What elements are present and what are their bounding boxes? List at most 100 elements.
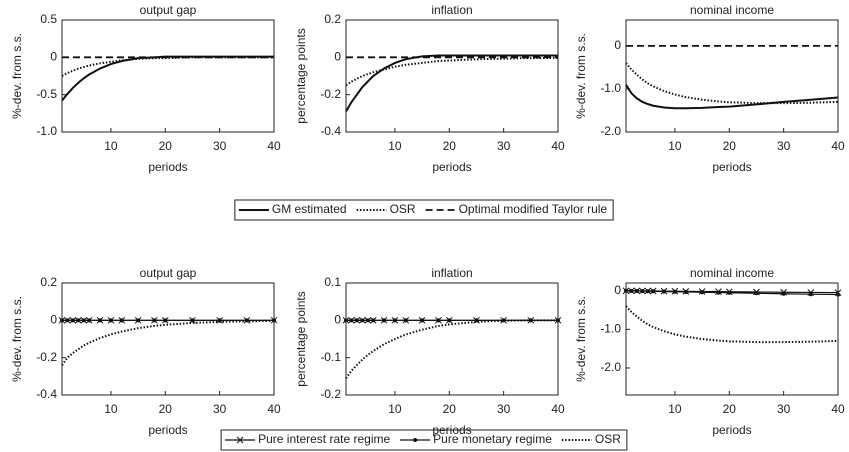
legend-label: Pure monetary regime bbox=[433, 432, 552, 446]
marker-dot bbox=[81, 318, 86, 323]
marker-dot bbox=[382, 318, 387, 323]
x-axis-label: periods bbox=[712, 423, 751, 437]
marker-dot bbox=[371, 318, 376, 323]
marker-dot bbox=[727, 290, 732, 295]
x-tick-label: 20 bbox=[723, 402, 737, 416]
panel-title: output gap bbox=[140, 266, 197, 280]
y-tick-label: 0.5 bbox=[40, 12, 57, 26]
legend-label: Pure interest rate regime bbox=[258, 432, 390, 446]
x-tick-label: 40 bbox=[551, 402, 565, 416]
x-tick-label: 30 bbox=[497, 139, 511, 153]
y-tick-label: 0 bbox=[50, 313, 57, 327]
marker-dot bbox=[365, 318, 370, 323]
x-tick-label: 10 bbox=[388, 139, 402, 153]
marker-dot bbox=[716, 290, 721, 295]
legend-label: OSR bbox=[595, 432, 621, 446]
series-line bbox=[61, 319, 275, 366]
plot-frame bbox=[345, 282, 559, 396]
x-tick-label: 10 bbox=[104, 402, 118, 416]
marker-dot bbox=[349, 318, 354, 323]
x-axis-label: periods bbox=[712, 160, 751, 174]
y-tick-label: 0 bbox=[614, 38, 621, 52]
y-tick-label: -0.2 bbox=[36, 350, 57, 364]
x-axis-label: periods bbox=[432, 160, 471, 174]
series-line bbox=[345, 319, 558, 379]
marker-dot bbox=[87, 318, 92, 323]
marker-dot bbox=[70, 318, 75, 323]
x-tick-label: 30 bbox=[777, 402, 791, 416]
x-tick-label: 30 bbox=[213, 139, 227, 153]
marker-dot bbox=[163, 318, 168, 323]
legend-box bbox=[234, 199, 614, 221]
y-tick-label: -0.4 bbox=[36, 387, 57, 401]
series-line bbox=[625, 84, 839, 110]
marker-dot bbox=[700, 290, 705, 295]
plot-frame bbox=[345, 19, 559, 133]
y-tick-label: -2.0 bbox=[600, 360, 621, 374]
y-tick-label: 0 bbox=[334, 313, 341, 327]
y-tick-label: -0.4 bbox=[320, 124, 341, 138]
marker-dot bbox=[629, 288, 634, 293]
marker-dot bbox=[447, 318, 452, 323]
marker-dot bbox=[403, 318, 408, 323]
x-tick-label: 40 bbox=[267, 139, 281, 153]
marker-dot bbox=[662, 289, 667, 294]
y-tick-label: -0.5 bbox=[36, 87, 57, 101]
panel-title: nominal income bbox=[690, 3, 774, 17]
marker-dot bbox=[651, 289, 656, 294]
plot-frame bbox=[61, 282, 275, 396]
x-tick-label: 30 bbox=[213, 402, 227, 416]
marker-dot bbox=[65, 318, 70, 323]
x-tick-label: 40 bbox=[831, 402, 845, 416]
marker-dot bbox=[190, 318, 195, 323]
x-tick-label: 20 bbox=[159, 139, 173, 153]
marker-dot bbox=[108, 318, 113, 323]
marker-dot bbox=[645, 289, 650, 294]
y-tick-label: -1.0 bbox=[600, 81, 621, 95]
series-line bbox=[345, 56, 559, 87]
x-tick-label: 30 bbox=[497, 402, 511, 416]
plot-frame bbox=[61, 19, 275, 133]
legend: GM estimated OSR Optimal modified Taylor r… bbox=[234, 199, 614, 221]
series-line bbox=[61, 55, 274, 102]
y-tick-label: 0.1 bbox=[324, 275, 341, 289]
y-axis-label: percentage points bbox=[294, 28, 308, 123]
marker-dot bbox=[354, 318, 359, 323]
panel-title: inflation bbox=[431, 266, 472, 280]
marker-dot bbox=[754, 291, 759, 296]
marker-dot bbox=[119, 318, 124, 323]
series-line bbox=[625, 62, 839, 105]
x-tick-label: 10 bbox=[388, 402, 402, 416]
y-axis-label: %-dev. from s.s. bbox=[574, 296, 588, 382]
series-line bbox=[61, 56, 274, 77]
x-tick-label: 40 bbox=[551, 139, 565, 153]
x-tick-label: 40 bbox=[831, 139, 845, 153]
y-tick-label: 0 bbox=[614, 283, 621, 297]
marker-dot bbox=[420, 318, 425, 323]
marker-dot bbox=[781, 291, 786, 296]
series-line bbox=[625, 305, 839, 344]
y-axis-label: %-dev. from s.s. bbox=[10, 296, 24, 382]
marker-dot bbox=[640, 289, 645, 294]
y-tick-label: -0.1 bbox=[320, 350, 341, 364]
marker-dot bbox=[392, 318, 397, 323]
y-axis-label: %-dev. from s.s. bbox=[10, 33, 24, 119]
legend-label: GM estimated bbox=[272, 202, 347, 216]
plot-frame bbox=[625, 19, 839, 133]
marker-dot bbox=[76, 318, 81, 323]
legend-marker bbox=[236, 436, 244, 444]
y-tick-label: -1.0 bbox=[36, 124, 57, 138]
x-axis-label: periods bbox=[432, 423, 471, 437]
x-tick-label: 20 bbox=[723, 139, 737, 153]
marker-dot bbox=[683, 289, 688, 294]
y-tick-label: 0 bbox=[334, 50, 341, 64]
y-tick-label: -2.0 bbox=[600, 124, 621, 138]
y-tick-label: 0 bbox=[50, 50, 57, 64]
y-tick-label: 0.2 bbox=[324, 12, 341, 26]
marker-dot bbox=[136, 318, 141, 323]
marker-dot bbox=[436, 318, 441, 323]
y-tick-label: -0.2 bbox=[320, 87, 341, 101]
x-tick-label: 10 bbox=[668, 139, 682, 153]
legend-label: OSR bbox=[390, 202, 416, 216]
